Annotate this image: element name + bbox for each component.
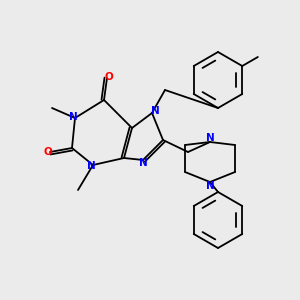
Text: N: N	[206, 181, 214, 191]
Text: N: N	[151, 106, 159, 116]
Text: N: N	[206, 133, 214, 143]
Text: N: N	[69, 112, 77, 122]
Text: N: N	[87, 161, 95, 171]
Text: N: N	[139, 158, 147, 168]
Text: O: O	[44, 147, 52, 157]
Text: O: O	[105, 72, 113, 82]
